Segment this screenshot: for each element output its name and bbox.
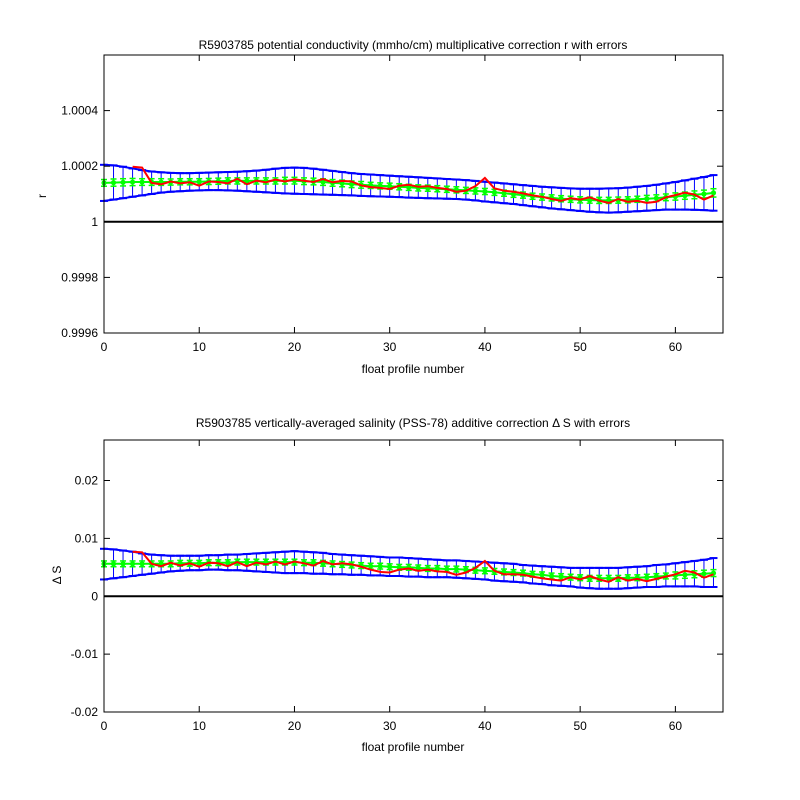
y-tick-label: 1.0004: [61, 104, 98, 118]
y-axis-label: r: [35, 194, 49, 198]
y-tick-label: 0.01: [75, 531, 99, 545]
green-series-line: [104, 561, 714, 580]
error-envelope-upper: [103, 547, 714, 569]
error-envelope-lower: [103, 189, 714, 214]
x-tick-label: 20: [288, 719, 302, 733]
y-axis-label: Δ S: [50, 566, 64, 585]
x-tick-label: 40: [478, 719, 492, 733]
x-tick-label: 0: [101, 340, 108, 354]
x-tick-label: 10: [193, 340, 207, 354]
y-tick-label: 0.9996: [61, 326, 98, 340]
y-tick-label: 1.0002: [61, 159, 98, 173]
green-series-line: [103, 179, 714, 202]
plot-frame: [103, 439, 724, 713]
x-tick-label: 20: [288, 340, 302, 354]
x-tick-label: 50: [573, 719, 587, 733]
y-tick-label: 0.02: [75, 474, 99, 488]
error-envelope-upper: [103, 163, 714, 190]
x-tick-label: 10: [193, 719, 207, 733]
x-tick-label: 30: [383, 719, 397, 733]
chart-title: R5903785 potential conductivity (mmho/cm…: [199, 38, 628, 52]
x-tick-label: 0: [101, 719, 108, 733]
y-tick-label: 0: [91, 589, 98, 603]
x-tick-label: 60: [669, 340, 683, 354]
y-tick-label: -0.01: [71, 647, 99, 661]
error-envelope-lower: [103, 568, 714, 590]
x-tick-label: 40: [478, 340, 492, 354]
plot-area: 0 10 20 30 40 50 60 -0.02 -0.01 0 0.01 0.02: [71, 439, 724, 733]
y-tick-label: 1: [91, 215, 98, 229]
x-tick-label: 30: [383, 340, 397, 354]
x-tick-label: 50: [573, 340, 587, 354]
y-tick-label: -0.02: [71, 705, 99, 719]
red-series-line: [132, 165, 714, 204]
x-axis-label: float profile number: [362, 362, 465, 376]
conductivity-correction-panel: R5903785 potential conductivity (mmho/cm…: [35, 38, 724, 376]
y-tick-label: 0.9998: [61, 270, 98, 284]
plot-frame: [103, 54, 724, 334]
x-tick-label: 60: [669, 719, 683, 733]
plot-area: 0 10 20 30 40 50 60 0.9996 0.9998 1 1.0002 1.0004: [61, 54, 724, 354]
x-axis-label: float profile number: [362, 740, 465, 754]
red-series-line: [132, 550, 714, 583]
salinity-correction-panel: R5903785 vertically-averaged salinity (P…: [50, 416, 724, 754]
chart-title: R5903785 vertically-averaged salinity (P…: [196, 416, 630, 430]
